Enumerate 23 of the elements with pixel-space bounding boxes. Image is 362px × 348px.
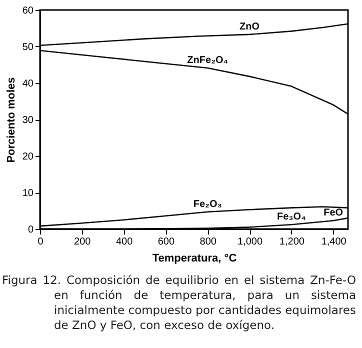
x-tick-label: 400 xyxy=(116,236,134,248)
y-tick-label: 60 xyxy=(22,6,34,16)
x-tick-label: 1,000 xyxy=(238,236,263,248)
y-tick-label: 50 xyxy=(22,42,34,53)
text: Figura 12. Composición de equilibrio en el sistema Zn-Fe-O en función de temperatura, para un sistema inicialmente compuesto por cantidades equimolares de ZnO y FeO, con exceso de oxígeno. xyxy=(2,273,356,333)
x-tick-label: 1,200 xyxy=(279,236,305,248)
y-tick-label: 20 xyxy=(22,152,34,162)
y-tick-label: 10 xyxy=(22,188,34,199)
y-axis-title: Porciento moles xyxy=(5,77,18,163)
annotation: ZnFe₂O₄ xyxy=(187,55,228,66)
x-tick-label: 200 xyxy=(74,236,92,248)
annotation: ZnO xyxy=(240,21,260,32)
annotation: FeO xyxy=(324,208,344,219)
annotation: Fe₂O₃ xyxy=(193,198,222,210)
x-tick-label: 1,400 xyxy=(321,236,347,248)
y-tick-label: 30 xyxy=(22,115,34,126)
x-tick-label: 0 xyxy=(38,236,44,248)
x-tick-label: 800 xyxy=(200,236,217,248)
x-axis-title: Temperatura, °C xyxy=(152,252,237,264)
y-tick-label: 0 xyxy=(28,224,34,236)
y-tick-label: 40 xyxy=(22,78,34,90)
annotation: Fe₃O₄ xyxy=(277,212,306,223)
x-tick-label: 600 xyxy=(158,236,175,248)
